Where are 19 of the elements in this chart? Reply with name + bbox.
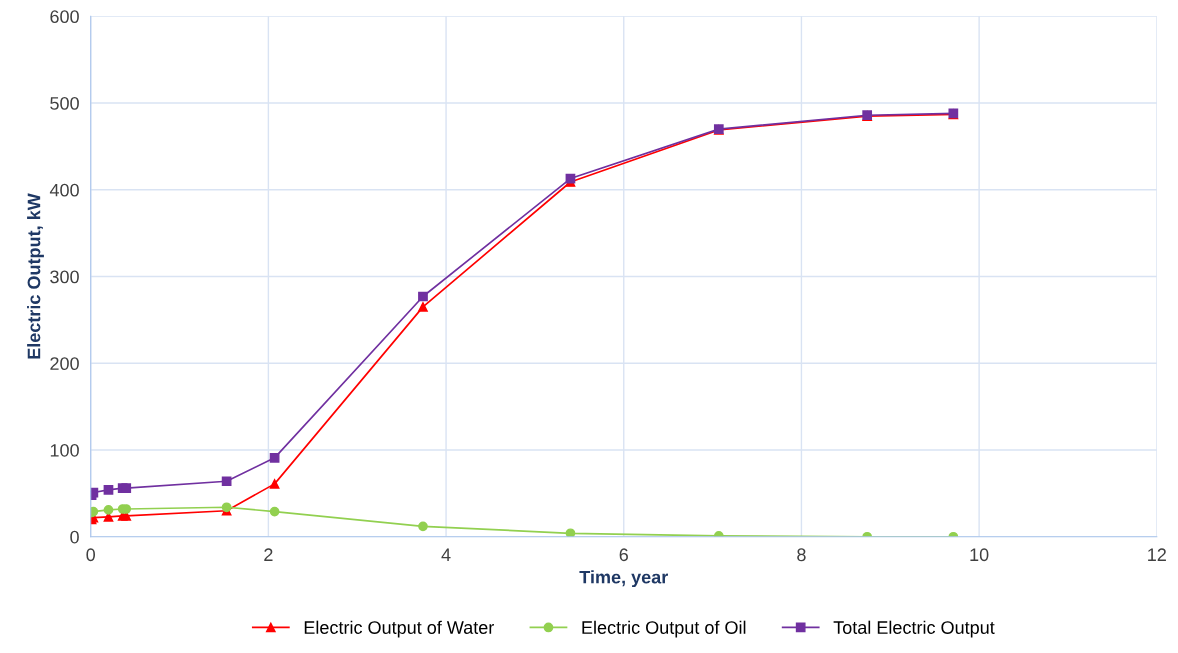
y-tick-label: 0 <box>70 530 79 544</box>
legend-label: Electric Output of Water <box>304 620 494 638</box>
x-tick-label: 10 <box>970 548 989 562</box>
y-tick-label: 600 <box>50 10 79 24</box>
x-tick-label: 0 <box>86 548 96 562</box>
x-tick-label: 8 <box>797 548 806 562</box>
x-tick-label: 4 <box>441 548 451 561</box>
y-tick-label: 300 <box>50 270 79 284</box>
legend-label: Electric Output of Oil <box>582 620 746 638</box>
y-tick-label: 400 <box>49 183 79 197</box>
y-tick-label: 200 <box>50 357 79 371</box>
x-tick-label: 12 <box>1148 548 1166 561</box>
x-tick-label: 2 <box>264 548 273 561</box>
y-tick-label: 100 <box>50 443 79 457</box>
y-axis-title: Electric Output, kW <box>27 193 44 359</box>
y-tick-label: 500 <box>50 97 79 110</box>
x-tick-label: 6 <box>619 548 628 562</box>
x-axis-title: Time, year <box>579 570 668 588</box>
legend-label: Total Electric Output <box>833 620 995 638</box>
